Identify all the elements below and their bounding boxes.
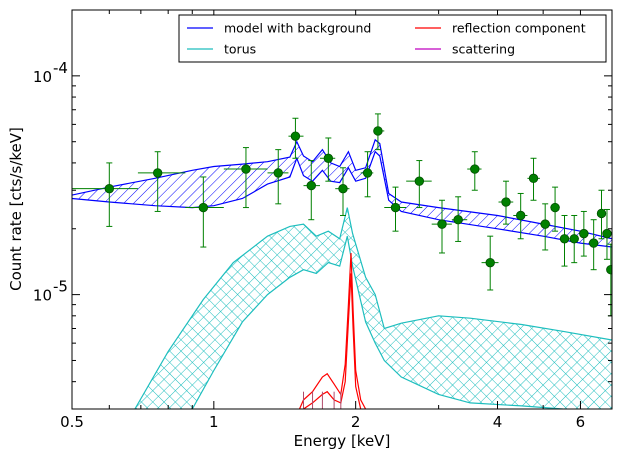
y-tick-label-2: 10 xyxy=(33,68,52,86)
data-marker xyxy=(338,183,348,194)
y-tick-label-1: 10 xyxy=(33,287,52,305)
data-marker xyxy=(453,215,463,225)
data-point-12 xyxy=(384,186,407,232)
reflection-line-1 xyxy=(298,252,367,409)
legend-label-2: reflection component xyxy=(452,21,586,36)
data-point-25 xyxy=(578,210,589,257)
data-marker xyxy=(540,219,550,229)
data-point-24 xyxy=(569,214,579,264)
data-point-23 xyxy=(559,214,570,267)
data-point-19 xyxy=(513,192,528,240)
data-marker xyxy=(323,153,334,163)
data-point-17 xyxy=(481,235,499,291)
y-tick-exponent-2: -4 xyxy=(53,59,68,77)
data-point-21 xyxy=(539,203,551,251)
data-marker xyxy=(579,228,589,239)
data-marker xyxy=(437,219,447,229)
data-point-2 xyxy=(137,151,186,212)
x-axis-label: Energy [keV] xyxy=(294,432,391,450)
data-point-4 xyxy=(223,147,268,209)
x-tick-label-3: 2 xyxy=(351,413,361,431)
model-band-fill xyxy=(72,139,612,247)
x-tick-label-1: 0.5 xyxy=(60,413,84,431)
torus-upper-line xyxy=(134,207,612,409)
data-point-8 xyxy=(319,137,336,182)
data-marker xyxy=(198,202,209,213)
data-point-27 xyxy=(596,189,607,240)
x-tick-label-5: 6 xyxy=(576,413,586,431)
ticks: 0.5 1 2 4 610-510-4 xyxy=(33,9,613,431)
data-marker xyxy=(602,228,612,239)
torus-lower-line xyxy=(191,236,568,409)
data-marker xyxy=(515,210,526,221)
legend-label-1: model with background xyxy=(224,21,371,36)
model-lower-line xyxy=(72,150,612,248)
data-marker xyxy=(606,264,612,275)
data-point-9 xyxy=(335,167,350,216)
data-marker xyxy=(273,168,283,178)
data-point-5 xyxy=(267,149,289,205)
data-marker xyxy=(528,173,539,184)
reflection-line-2 xyxy=(303,273,362,409)
y-tick-exponent-1: -5 xyxy=(53,278,68,296)
plot-frame xyxy=(71,9,613,410)
data-point-14 xyxy=(431,199,452,254)
legend-label-4: scattering xyxy=(452,42,515,57)
data-point-20 xyxy=(527,157,540,201)
legend-box xyxy=(178,14,607,63)
data-point-10 xyxy=(360,151,374,198)
data-marker xyxy=(470,164,480,174)
data-point-22 xyxy=(550,186,560,232)
data-marker xyxy=(588,238,599,248)
data-marker xyxy=(569,234,579,244)
data-marker xyxy=(596,208,607,219)
data-marker xyxy=(290,131,301,141)
data-point-1 xyxy=(72,162,138,227)
legend: model with background reflection componen… xyxy=(178,14,607,63)
data-marker xyxy=(362,168,373,178)
data-marker xyxy=(414,176,425,186)
data-point-26 xyxy=(588,219,599,271)
data-marker xyxy=(501,197,511,207)
data-point-15 xyxy=(451,196,468,242)
data-marker xyxy=(485,257,495,268)
legend-label-3: torus xyxy=(224,42,256,57)
data-marker xyxy=(390,202,401,213)
data-marker xyxy=(373,126,383,136)
data-point-3 xyxy=(185,176,224,248)
plot-area xyxy=(72,113,612,409)
data-marker xyxy=(104,183,115,194)
data-point-6 xyxy=(288,117,304,159)
data-point-11 xyxy=(373,113,385,151)
data-marker xyxy=(241,164,251,174)
torus-band-fill xyxy=(134,207,612,409)
data-point-18 xyxy=(498,180,514,225)
data-marker xyxy=(550,202,560,213)
data-point-16 xyxy=(467,151,482,191)
x-tick-label-2: 1 xyxy=(209,413,219,431)
data-marker xyxy=(559,234,570,244)
x-tick-label-4: 4 xyxy=(493,413,503,431)
data-marker xyxy=(306,180,316,191)
data-marker xyxy=(152,168,163,178)
data-point-13 xyxy=(406,160,432,209)
data-point-7 xyxy=(303,160,320,221)
model-upper-line xyxy=(72,138,612,240)
data-point-28 xyxy=(602,208,612,260)
y-axis-label: Count rate [cts/s/keV] xyxy=(7,127,25,291)
